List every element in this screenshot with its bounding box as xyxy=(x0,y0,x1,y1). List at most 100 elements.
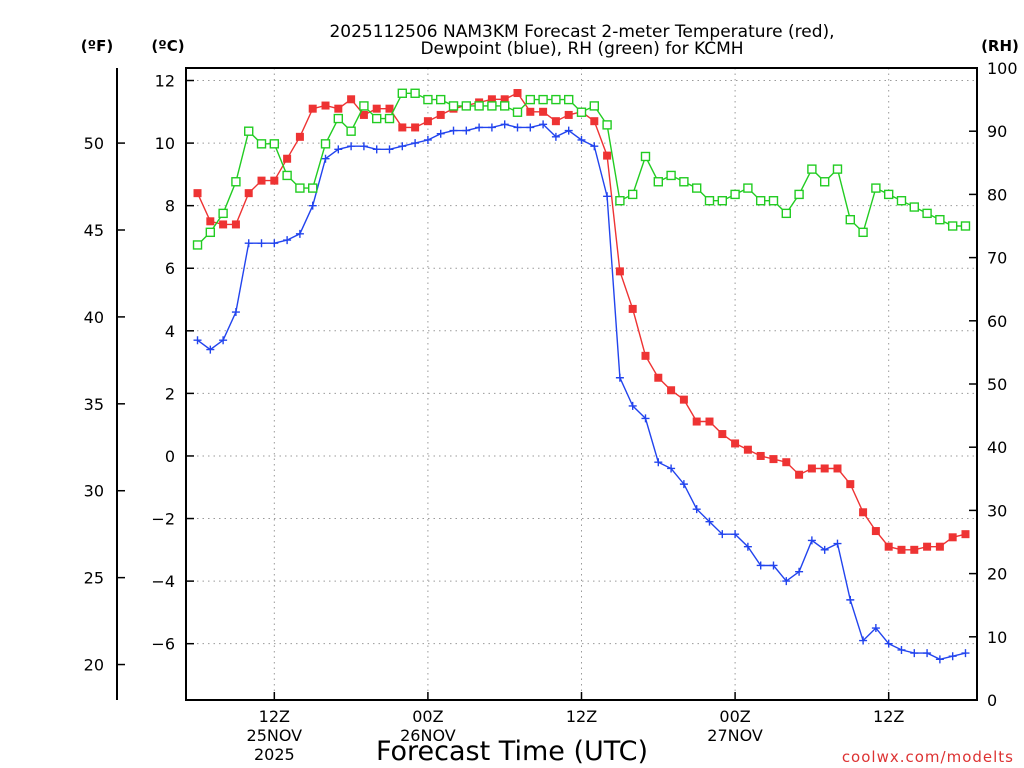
rh-point xyxy=(448,101,459,111)
rh-point xyxy=(192,240,203,250)
temperature-point xyxy=(923,542,932,551)
rh-point xyxy=(717,196,727,206)
rh-point xyxy=(960,221,971,231)
temperature-point xyxy=(436,110,445,119)
dewpoint-point xyxy=(769,561,778,570)
temperature-point xyxy=(833,464,842,473)
rh-point xyxy=(794,189,804,200)
temperature-point xyxy=(820,464,829,473)
temperature-point xyxy=(782,458,791,467)
x-tick-date-label: 27NOV xyxy=(707,726,763,745)
dewpoint-point xyxy=(692,505,701,514)
rh-point xyxy=(871,183,881,193)
temperature-point xyxy=(513,89,522,98)
rh-point xyxy=(947,221,958,231)
rh-point xyxy=(730,189,740,200)
dewpoint-point xyxy=(910,649,919,658)
temperature-point xyxy=(615,267,624,276)
rh-point xyxy=(564,94,574,105)
rh-point xyxy=(679,177,689,187)
rh-point xyxy=(883,189,894,200)
dewpoint-point xyxy=(807,536,816,545)
x-tick-year-label: 2025 xyxy=(254,745,295,764)
rh-point xyxy=(589,101,599,111)
temperature-point xyxy=(628,304,637,313)
rh-point xyxy=(231,177,241,187)
dewpoint-point xyxy=(539,120,548,129)
rh-point xyxy=(461,101,472,111)
rh-point xyxy=(615,196,625,206)
dewpoint-point xyxy=(347,142,356,151)
rh-point xyxy=(691,183,702,193)
celsius-unit-label: (ºC) xyxy=(151,37,184,55)
rh-point xyxy=(205,227,216,238)
rh-point xyxy=(922,208,932,219)
rh-tick-label: 40 xyxy=(987,438,1007,457)
rh-point xyxy=(755,196,766,206)
rh-point xyxy=(525,94,536,105)
dewpoint-point xyxy=(308,201,317,210)
temperature-point xyxy=(321,101,330,110)
dewpoint-point xyxy=(577,135,586,144)
rh-point xyxy=(602,120,612,130)
dewpoint-point xyxy=(334,145,343,154)
rh-point xyxy=(295,183,305,193)
dewpoint-point xyxy=(283,236,292,245)
rh-tick-label: 70 xyxy=(987,249,1007,268)
dewpoint-point xyxy=(948,652,957,661)
celsius-tick-label: 10 xyxy=(155,134,175,153)
rh-point xyxy=(333,113,344,124)
temperature-point xyxy=(590,117,599,126)
rh-point xyxy=(218,208,228,219)
dewpoint-point xyxy=(667,464,676,473)
rh-point xyxy=(500,101,510,111)
temperature-point xyxy=(769,455,778,464)
temperature-point xyxy=(500,95,509,104)
rh-point xyxy=(935,214,945,225)
dewpoint-point xyxy=(628,401,637,410)
dewpoint-point xyxy=(782,577,791,586)
fahrenheit-tick-label: 30 xyxy=(84,482,104,501)
rh-point xyxy=(346,126,356,136)
rh-tick-label: 100 xyxy=(987,59,1018,78)
rh-point xyxy=(743,183,753,193)
x-tick-time-label: 00Z xyxy=(719,707,750,726)
celsius-tick-label: 2 xyxy=(165,384,175,403)
rh-tick-label: 20 xyxy=(987,565,1007,584)
dewpoint-point xyxy=(219,336,228,345)
fahrenheit-tick-label: 45 xyxy=(84,221,104,240)
temperature-point xyxy=(334,104,343,113)
temperature-point xyxy=(603,151,612,160)
rh-tick-label: 0 xyxy=(987,691,997,710)
dewpoint-point xyxy=(526,123,535,132)
temperature-point xyxy=(283,154,292,163)
rh-series xyxy=(192,88,971,250)
temperature-point xyxy=(244,189,253,198)
rh-unit-label: (RH) xyxy=(981,37,1019,55)
dewpoint-point xyxy=(436,129,445,138)
dewpoint-point xyxy=(859,636,868,645)
dewpoint-point xyxy=(615,373,624,382)
dewpoint-point xyxy=(551,132,560,141)
fahrenheit-unit-label: (ºF) xyxy=(81,37,113,55)
dewpoint-point xyxy=(731,530,740,539)
temperature-point xyxy=(359,110,368,119)
x-tick-time-label: 12Z xyxy=(873,707,904,726)
grid-lines xyxy=(186,68,977,700)
temperature-point xyxy=(692,417,701,426)
dewpoint-point xyxy=(206,345,215,354)
dewpoint-point xyxy=(795,567,804,576)
dewpoint-point xyxy=(935,655,944,664)
temperature-point xyxy=(411,123,420,132)
rh-point xyxy=(807,164,817,174)
dewpoint-point xyxy=(385,145,394,154)
temperature-point xyxy=(308,104,317,113)
dewpoint-point xyxy=(513,123,522,132)
temperature-point xyxy=(231,220,240,229)
dewpoint-point xyxy=(820,545,829,554)
temperature-point xyxy=(526,107,535,116)
dewpoint-point xyxy=(897,645,906,654)
rh-point xyxy=(359,101,369,111)
rh-point xyxy=(384,113,395,124)
rh-point xyxy=(896,196,907,206)
